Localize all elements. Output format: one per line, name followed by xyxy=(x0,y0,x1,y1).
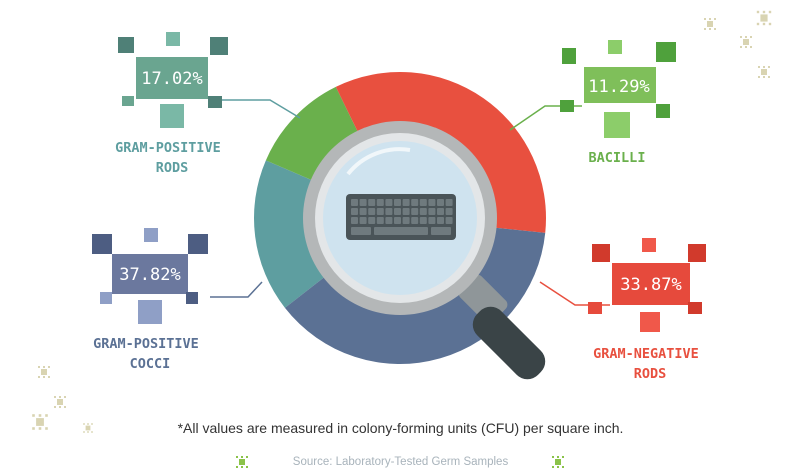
label-gram-positive-rods: GRAM-POSITIVE RODS xyxy=(115,140,229,176)
value-box-gram-negative-rods: 33.87% xyxy=(588,238,706,332)
connector-gram-positive-cocci xyxy=(210,281,263,298)
keyboard-key xyxy=(402,199,410,206)
keyboard-key xyxy=(351,199,358,206)
keyboard-spacebar xyxy=(374,227,428,235)
label-gram-positive-cocci: GRAM-POSITIVE COCCI xyxy=(93,336,207,372)
footnote: *All values are measured in colony-formi… xyxy=(177,420,624,436)
value-bacilli: 11.29% xyxy=(588,77,649,97)
keyboard-key xyxy=(428,199,436,206)
connector-gram-negative-rods xyxy=(539,281,610,306)
keyboard-key xyxy=(376,217,384,224)
germ-icon xyxy=(32,414,48,430)
label-gram-positive-rods-line-1: GRAM-POSITIVE xyxy=(115,140,221,156)
keyboard-key xyxy=(394,208,401,215)
keyboard-key xyxy=(431,227,451,235)
keyboard-key xyxy=(351,208,358,215)
keyboard-icon xyxy=(346,194,456,240)
label-bacilli-line-1: BACILLI xyxy=(589,150,646,166)
keyboard-key xyxy=(411,208,419,215)
donut-slice-bacilli xyxy=(265,86,358,181)
keyboard-key xyxy=(445,217,453,224)
label-gram-positive-rods-line-2: RODS xyxy=(156,160,189,176)
keyboard-key xyxy=(445,208,453,215)
value-gram-positive-rods: 17.02% xyxy=(141,69,202,89)
germ-icon xyxy=(83,423,93,433)
germ-icon xyxy=(552,456,564,468)
label-bacilli: BACILLI xyxy=(589,150,646,166)
germ-icon xyxy=(704,18,716,30)
keyboard-key xyxy=(394,217,401,224)
label-gram-positive-cocci-line-1: GRAM-POSITIVE xyxy=(93,336,199,352)
keyboard-key xyxy=(351,227,371,235)
keyboard-key xyxy=(359,208,367,215)
connector-gram-positive-rods xyxy=(220,99,301,119)
keyboard-key xyxy=(437,208,444,215)
keyboard-key xyxy=(359,199,367,206)
keyboard-key xyxy=(368,208,376,215)
label-gram-positive-cocci-line-2: COCCI xyxy=(130,356,171,372)
label-gram-negative-rods-line-2: RODS xyxy=(634,366,667,382)
keyboard-key xyxy=(437,217,444,224)
keyboard-key xyxy=(419,208,427,215)
keyboard-key xyxy=(359,217,367,224)
keyboard-key xyxy=(428,217,436,224)
keyboard-key xyxy=(428,208,436,215)
germ-icon xyxy=(756,10,772,26)
keyboard-key xyxy=(437,199,444,206)
donut-slice-gram-positive-rods xyxy=(254,160,325,308)
keyboard-key xyxy=(376,199,384,206)
value-box-gram-positive-cocci: 37.82% xyxy=(92,228,208,324)
germ-icon xyxy=(758,66,770,78)
keyboard-key xyxy=(385,199,393,206)
keyboard-key xyxy=(411,217,419,224)
germ-icon xyxy=(54,396,66,408)
value-gram-negative-rods: 33.87% xyxy=(620,275,681,295)
value-box-bacilli: 11.29% xyxy=(560,40,676,138)
keyboard-key xyxy=(402,217,410,224)
value-gram-positive-cocci: 37.82% xyxy=(119,265,180,285)
keyboard-key xyxy=(351,217,358,224)
source-credit: Source: Laboratory-Tested Germ Samples xyxy=(292,456,509,468)
keyboard-key xyxy=(368,199,376,206)
germ-icon xyxy=(740,36,752,48)
keyboard-key xyxy=(394,199,401,206)
magnifying-glass-icon xyxy=(303,121,546,380)
keyboard-key xyxy=(411,199,419,206)
keyboard-key xyxy=(402,208,410,215)
label-gram-negative-rods-line-1: GRAM-NEGATIVE xyxy=(593,346,699,362)
keyboard-key xyxy=(368,217,376,224)
keyboard-key xyxy=(419,217,427,224)
label-gram-negative-rods: GRAM-NEGATIVE RODS xyxy=(593,346,707,382)
value-box-gram-positive-rods: 17.02% xyxy=(118,32,228,128)
germ-icon xyxy=(236,456,248,468)
keyboard-key xyxy=(419,199,427,206)
germ-icon xyxy=(38,366,50,378)
keyboard-key xyxy=(385,217,393,224)
germ-decorations xyxy=(32,10,772,468)
keyboard-key xyxy=(445,199,453,206)
keyboard-key xyxy=(385,208,393,215)
keyboard-key xyxy=(376,208,384,215)
